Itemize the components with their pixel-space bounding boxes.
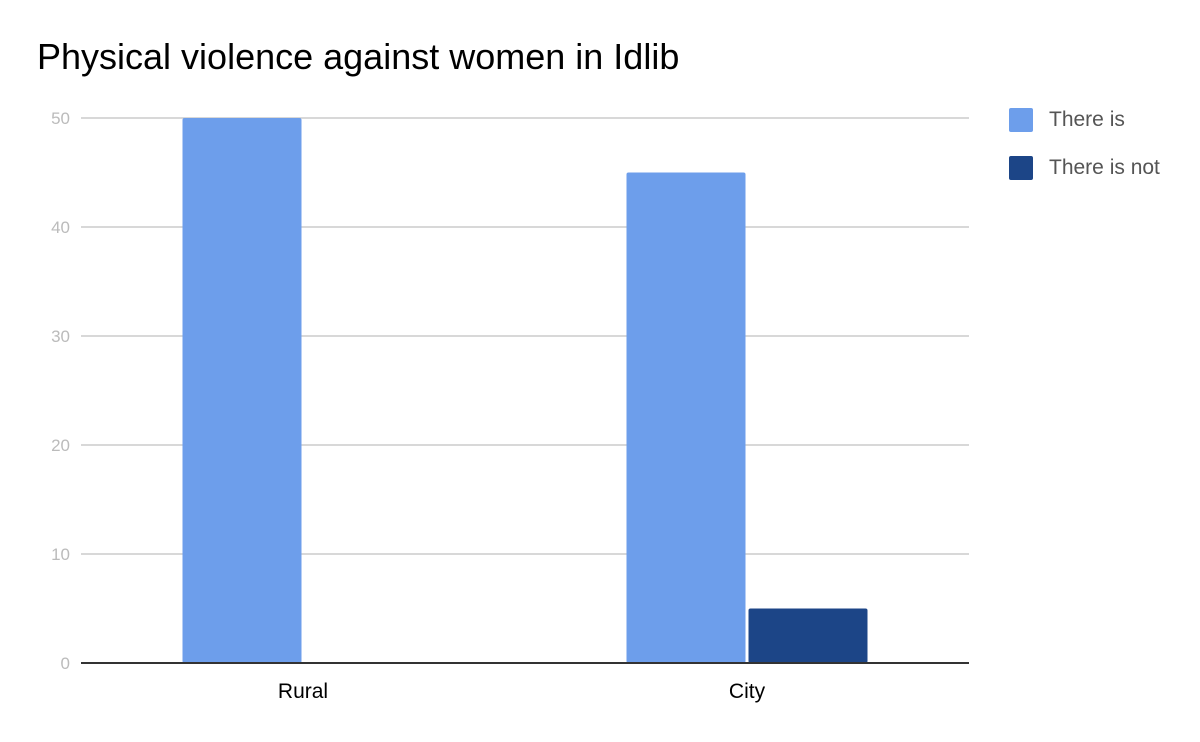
bar-city-there-is-not (748, 608, 868, 663)
x-tick-label-city: City (729, 680, 766, 703)
y-tick-label-30: 30 (51, 327, 70, 346)
legend-item-there-is-not: There is not (1009, 156, 1160, 180)
legend-swatch-there-is (1009, 108, 1033, 132)
y-tick-label-0: 0 (61, 654, 70, 673)
x-axis-labels: Rural City (278, 680, 766, 703)
y-tick-label-40: 40 (51, 218, 70, 237)
chart-title: Physical violence against women in Idlib (37, 36, 680, 77)
bars (182, 118, 868, 663)
legend-label-there-is-not: There is not (1049, 156, 1160, 179)
y-tick-label-50: 50 (51, 109, 70, 128)
y-tick-label-20: 20 (51, 436, 70, 455)
x-tick-label-rural: Rural (278, 680, 328, 703)
bar-rural-there-is (182, 118, 302, 663)
legend-item-there-is: There is (1009, 108, 1125, 132)
y-tick-label-10: 10 (51, 545, 70, 564)
y-axis-ticks: 0 10 20 30 40 50 (51, 109, 70, 673)
bar-city-there-is (626, 172, 746, 663)
legend-label-there-is: There is (1049, 108, 1125, 131)
legend-swatch-there-is-not (1009, 156, 1033, 180)
